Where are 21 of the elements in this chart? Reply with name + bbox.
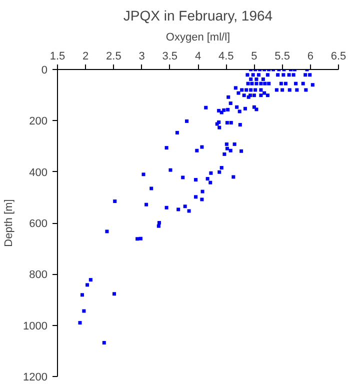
x-tick-label: 1.5 — [50, 50, 66, 62]
x-tick-label: 2 — [82, 50, 89, 62]
y-tick-label: 1200 — [23, 372, 48, 384]
y-tick-label: 800 — [29, 269, 48, 282]
y-tick-label: 400 — [29, 166, 48, 179]
x-tick-label: 6 — [307, 50, 314, 62]
y-tick-label: 600 — [29, 218, 48, 230]
y-tick-label: 0 — [41, 64, 48, 76]
x-tick-label: 5 — [251, 50, 258, 62]
chart-title: JPQX in February, 1964 — [123, 8, 273, 24]
x-tick-label: 5.5 — [274, 50, 290, 62]
y-tick-label: 1000 — [23, 320, 48, 332]
x-tick-label: 4.5 — [218, 50, 234, 62]
y-tick-label: 200 — [29, 116, 48, 128]
x-tick-label: 4 — [194, 50, 202, 62]
x-tick-label: 3.5 — [162, 50, 178, 62]
x-tick-label: 3 — [138, 50, 145, 62]
y-axis-title: Depth [m] — [3, 199, 16, 247]
x-tick-label: 2.5 — [106, 50, 122, 62]
x-axis-title: Oxygen [ml/l] — [166, 32, 230, 44]
x-tick-label: 6.5 — [330, 50, 346, 62]
